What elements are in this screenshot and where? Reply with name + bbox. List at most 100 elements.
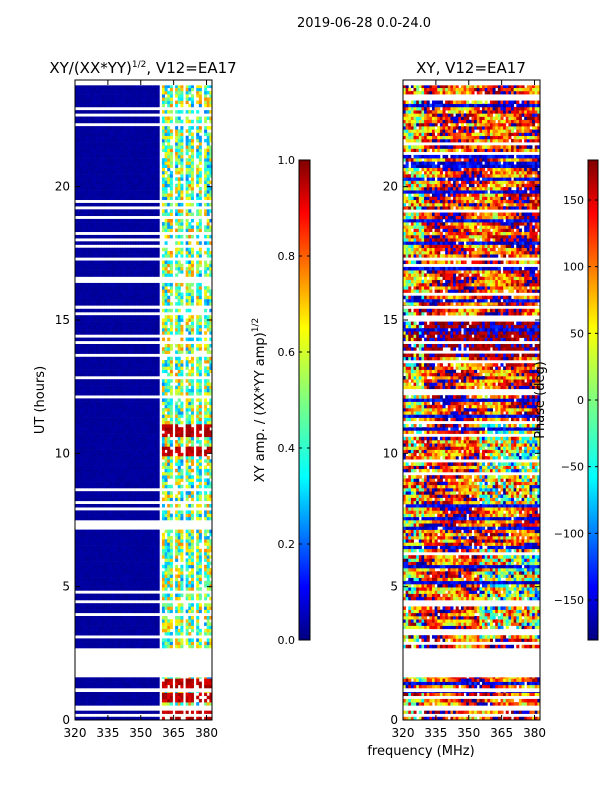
- amplitude-heat-cell: [188, 644, 192, 649]
- amplitude-heat-cell: [206, 609, 210, 614]
- amplitude-heat-cell: [111, 363, 115, 367]
- amplitude-heat-cell: [85, 385, 89, 390]
- amplitude-heat-cell: [177, 638, 181, 642]
- amplitude-heat-cell: [177, 308, 181, 313]
- amplitude-heat-cell: [135, 632, 139, 636]
- amplitude-heat-cell: [90, 388, 94, 393]
- amplitude-heat-cell: [177, 529, 181, 534]
- amplitude-heat-cell: [138, 692, 142, 693]
- amplitude-heat-cell: [151, 446, 155, 450]
- amplitude-heat-cell: [177, 286, 181, 290]
- amplitude-heat-cell: [190, 289, 194, 293]
- amplitude-heat-cell: [177, 414, 181, 418]
- amplitude-heat-cell: [127, 420, 131, 425]
- amplitude-heat-cell: [127, 698, 131, 703]
- amplitude-heat-cell: [146, 328, 150, 332]
- amplitude-heat-cell: [80, 580, 84, 585]
- amplitude-heat-cell: [188, 430, 192, 434]
- amplitude-heat-cell: [109, 420, 113, 425]
- amplitude-heat-cell: [156, 443, 160, 447]
- amplitude-heat-cell: [161, 328, 165, 332]
- amplitude-heat-cell: [93, 289, 97, 293]
- amplitude-heat-cell: [161, 337, 165, 342]
- amplitude-heat-cell: [98, 702, 102, 706]
- amplitude-heat-cell: [119, 356, 123, 361]
- amplitude-heat-cell: [204, 324, 208, 329]
- amplitude-heat-cell: [161, 692, 165, 693]
- amplitude-heat-cell: [109, 302, 113, 306]
- amplitude-heat-cell: [117, 433, 121, 438]
- amplitude-heat-cell: [143, 542, 147, 546]
- amplitude-heat-cell: [111, 430, 115, 434]
- amplitude-heat-cell: [151, 295, 155, 300]
- amplitude-heat-cell: [140, 286, 144, 290]
- amplitude-heat-cell: [140, 684, 144, 689]
- amplitude-heat-cell: [103, 478, 108, 482]
- amplitude-heat-cell: [75, 596, 79, 601]
- amplitude-heat-cell: [209, 584, 212, 588]
- amplitude-heat-cell: [111, 593, 115, 598]
- amplitude-heat-cell: [132, 408, 136, 412]
- amplitude-heat-cell: [135, 318, 139, 322]
- amplitude-heat-cell: [151, 302, 155, 306]
- amplitude-heat-cell: [101, 532, 105, 537]
- amplitude-heat-cell: [122, 462, 126, 466]
- amplitude-heat-cell: [127, 587, 131, 591]
- amplitude-heat-cell: [103, 710, 108, 714]
- amplitude-heat-cell: [138, 436, 142, 441]
- amplitude-heat-cell: [90, 452, 94, 457]
- amplitude-heat-cell: [206, 321, 210, 326]
- amplitude-heat-cell: [148, 539, 152, 543]
- amplitude-heat-cell: [106, 564, 110, 569]
- amplitude-heat-cell: [109, 561, 113, 566]
- amplitude-heat-cell: [106, 641, 110, 646]
- amplitude-heat-cell: [156, 641, 160, 646]
- amplitude-heat-cell: [93, 692, 97, 697]
- amplitude-heat-cell: [109, 321, 113, 326]
- amplitude-heat-cell: [111, 360, 115, 364]
- amplitude-heat-cell: [117, 350, 121, 354]
- amplitude-heat-cell: [138, 568, 142, 572]
- amplitude-heat-cell: [85, 443, 89, 447]
- amplitude-heat-cell: [177, 331, 181, 335]
- amplitude-heat-cell: [114, 289, 118, 293]
- amplitude-heat-cell: [80, 321, 84, 326]
- amplitude-heat-cell: [146, 456, 150, 460]
- amplitude-heat-cell: [85, 497, 89, 502]
- amplitude-heat-cell: [85, 641, 89, 646]
- amplitude-heat-cell: [167, 424, 171, 428]
- amplitude-heat-cell: [88, 577, 92, 582]
- amplitude-heat-cell: [127, 372, 131, 377]
- amplitude-heat-cell: [169, 424, 173, 428]
- amplitude-heat-cell: [127, 292, 131, 297]
- amplitude-heat-cell: [209, 587, 212, 591]
- amplitude-heat-cell: [177, 609, 181, 614]
- amplitude-heat-cell: [117, 625, 121, 630]
- amplitude-heat-cell: [93, 436, 97, 441]
- amplitude-heat-cell: [82, 593, 86, 598]
- amplitude-heat-cell: [130, 698, 134, 703]
- amplitude-heat-cell: [175, 622, 179, 626]
- amplitude-heat-cell: [111, 452, 115, 457]
- amplitude-heat-cell: [143, 344, 147, 348]
- amplitude-heat-cell: [190, 385, 194, 390]
- amplitude-heat-cell: [135, 462, 139, 466]
- amplitude-heat-cell: [151, 356, 155, 361]
- amplitude-heat-cell: [132, 266, 136, 271]
- amplitude-heat-cell: [164, 692, 168, 697]
- amplitude-heat-cell: [164, 529, 168, 534]
- amplitude-heat-cell: [80, 472, 84, 476]
- amplitude-heat-cell: [143, 459, 147, 463]
- amplitude-heat-cell: [164, 446, 168, 450]
- amplitude-heat-cell: [114, 318, 118, 322]
- amplitude-heat-cell: [125, 684, 129, 689]
- amplitude-heat-cell: [188, 331, 192, 335]
- amplitude-heat-cell: [198, 295, 202, 300]
- amplitude-heat-cell: [140, 456, 144, 460]
- amplitude-heat-cell: [103, 580, 108, 585]
- amplitude-heat-cell: [132, 414, 136, 418]
- amplitude-heat-cell: [132, 574, 136, 578]
- amplitude-heat-cell: [103, 266, 108, 271]
- amplitude-heat-cell: [161, 606, 165, 610]
- amplitude-heat-cell: [140, 478, 144, 482]
